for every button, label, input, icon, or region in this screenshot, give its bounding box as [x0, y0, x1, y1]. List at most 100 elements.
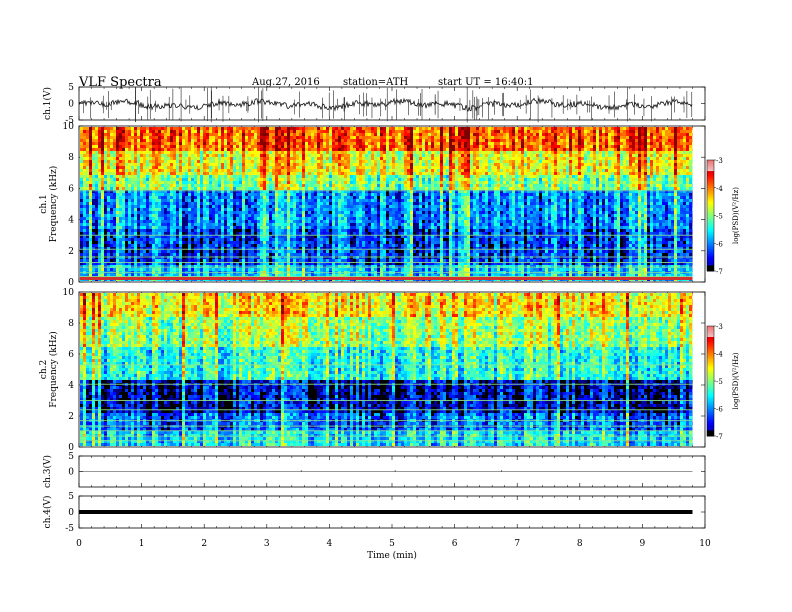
spectrogram-cell	[89, 160, 92, 163]
spectrogram-cell	[485, 130, 488, 133]
spectrogram-cell	[110, 130, 113, 133]
spectrogram-cell	[503, 139, 506, 142]
spectrogram-cell	[191, 142, 194, 145]
spectrogram-cell	[341, 133, 344, 136]
spectrogram-cell	[113, 172, 116, 175]
spectrogram-cell	[308, 163, 311, 166]
spectrogram-cell	[227, 169, 230, 172]
spectrogram-cell	[515, 187, 518, 190]
spectrogram-cell	[125, 178, 128, 181]
spectrogram-cell	[671, 148, 674, 151]
spectrogram-cell	[638, 163, 641, 166]
spectrogram-cell	[410, 157, 413, 160]
spectrogram-cell	[389, 184, 392, 187]
spectrogram-cell	[617, 178, 620, 181]
spectrogram-cell	[668, 154, 671, 157]
spectrogram-cell	[80, 193, 83, 196]
spectrogram-cell	[359, 130, 362, 133]
spectrogram-cell	[518, 139, 521, 142]
spectrogram-cell	[203, 184, 206, 187]
spectrogram-cell	[101, 172, 104, 175]
spectrogram-cell	[446, 178, 449, 181]
spectrogram-cell	[350, 163, 353, 166]
spectrogram-cell	[404, 157, 407, 160]
spectrogram-cell	[215, 148, 218, 151]
spectrogram-cell	[446, 142, 449, 145]
spectrogram-cell	[347, 190, 350, 193]
spectrogram-cell	[689, 166, 692, 169]
spectrogram-cell	[542, 187, 545, 190]
spectrogram-cell	[122, 160, 125, 163]
spectrogram-cell	[320, 175, 323, 178]
spectrogram-cell	[155, 139, 158, 142]
spectrogram-cell	[656, 136, 659, 139]
spectrogram-cell	[260, 160, 263, 163]
spectrogram-cell	[227, 130, 230, 133]
spectrogram-cell	[281, 157, 284, 160]
spectrogram-cell	[686, 145, 689, 148]
spectrogram-cell	[308, 193, 311, 196]
spectrogram-cell	[608, 181, 611, 184]
spectrogram-cell	[593, 166, 596, 169]
spectrogram-cell	[452, 175, 455, 178]
spectrogram-cell	[377, 136, 380, 139]
spectrogram-cell	[86, 166, 89, 169]
spectrogram-cell	[110, 166, 113, 169]
spectrogram-cell	[569, 157, 572, 160]
spectrogram-cell	[263, 142, 266, 145]
spectrogram-cell	[332, 157, 335, 160]
spectrogram-cell	[173, 181, 176, 184]
spectrogram-cell	[668, 169, 671, 172]
spectrogram-cell	[590, 142, 593, 145]
spectrogram-cell	[278, 127, 281, 130]
spectrogram-cell	[482, 142, 485, 145]
spectrogram-cell	[260, 148, 263, 151]
spectrogram-cell	[206, 166, 209, 169]
spectrogram-cell	[326, 178, 329, 181]
spectrogram-cell	[308, 181, 311, 184]
spectrogram-cell	[488, 154, 491, 157]
spectrogram-cell	[617, 163, 620, 166]
spectrogram-cell	[527, 178, 530, 181]
spectrogram-cell	[506, 133, 509, 136]
spectrogram-cell	[683, 163, 686, 166]
spectrogram-cell	[584, 187, 587, 190]
spectrogram-cell	[119, 142, 122, 145]
spectrogram-cell	[347, 139, 350, 142]
spectrogram-cell	[251, 133, 254, 136]
spectrogram-cell	[173, 136, 176, 139]
spectrogram-cell	[98, 154, 101, 157]
spectrogram-cell	[317, 190, 320, 193]
spectrogram-cell	[92, 139, 95, 142]
spectrogram-cell	[233, 142, 236, 145]
spectrogram-cell	[326, 151, 329, 154]
spectrogram-cell	[425, 184, 428, 187]
spectrogram-cell	[374, 169, 377, 172]
spectrogram-cell	[554, 163, 557, 166]
spectrogram-cell	[638, 151, 641, 154]
spectrogram-cell	[272, 148, 275, 151]
spectrogram-cell	[92, 148, 95, 151]
spectrogram-cell	[179, 190, 182, 193]
spectrogram-cell	[659, 139, 662, 142]
spectrogram-cell	[557, 136, 560, 139]
spectrogram-cell	[437, 151, 440, 154]
spectrogram-cell	[461, 142, 464, 145]
spectrogram-cell	[119, 136, 122, 139]
spectrogram-cell	[293, 139, 296, 142]
spectrogram-cell	[206, 133, 209, 136]
spectrogram-cell	[395, 175, 398, 178]
spectrogram-cell	[254, 154, 257, 157]
spectrogram-cell	[251, 136, 254, 139]
spectrogram-cell	[200, 130, 203, 133]
spectrogram-cell	[248, 136, 251, 139]
spectrogram-cell	[266, 151, 269, 154]
spectrogram-cell	[500, 187, 503, 190]
spectrogram-cell	[530, 166, 533, 169]
spectrogram-cell	[656, 187, 659, 190]
spectrogram-cell	[203, 130, 206, 133]
spectrogram-cell	[494, 139, 497, 142]
spectrogram-cell	[401, 151, 404, 154]
spectrogram-cell	[365, 145, 368, 148]
spectrogram-cell	[365, 130, 368, 133]
